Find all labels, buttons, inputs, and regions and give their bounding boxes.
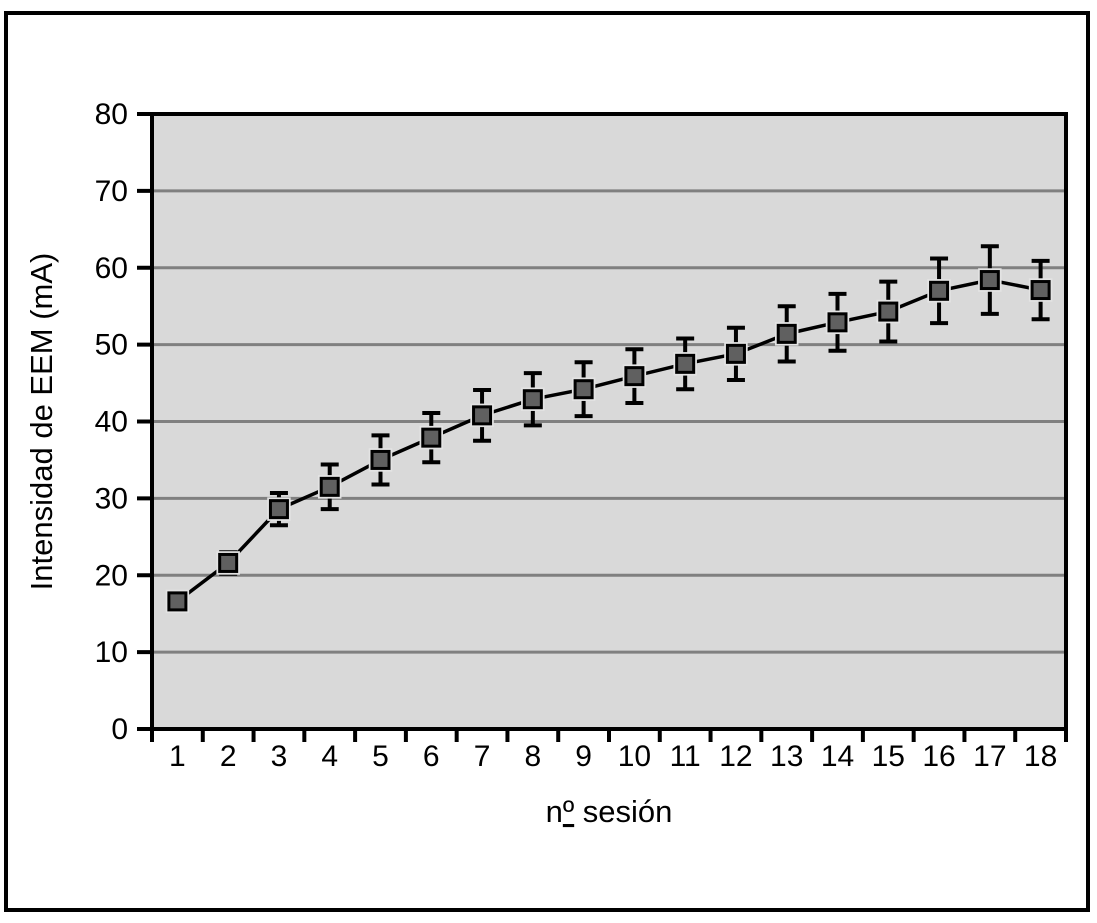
data-point-marker	[421, 427, 442, 448]
x-tick-label: 18	[1024, 740, 1057, 773]
data-point-marker	[979, 270, 1000, 291]
data-point-marker	[522, 389, 543, 410]
x-tick-label: 5	[372, 740, 389, 773]
data-point-marker	[725, 343, 746, 364]
data-point-marker	[675, 353, 696, 374]
y-tick-label: 40	[95, 406, 128, 439]
marker-halo	[267, 497, 291, 521]
x-tick-label: 11	[670, 740, 701, 773]
marker-halo	[774, 322, 799, 346]
x-tick-label: 8	[524, 740, 541, 773]
data-markers	[165, 268, 1053, 614]
y-tick-label: 70	[95, 175, 128, 208]
x-tick-label: 9	[575, 740, 592, 773]
y-tick-label: 10	[95, 636, 128, 669]
y-axis-tick-labels: 0 10 20 30 40 50 60 70 80	[95, 98, 128, 746]
marker-halo	[521, 387, 545, 411]
marker-halo	[927, 279, 951, 303]
y-axis-ticks	[137, 112, 153, 731]
marker-halo	[622, 364, 647, 388]
x-tick-label: 7	[474, 740, 491, 773]
marker-halo	[724, 342, 748, 366]
data-point-marker	[776, 323, 797, 344]
y-tick-label: 60	[95, 252, 128, 285]
x-tick-label: 3	[271, 740, 288, 773]
x-axis-tick-labels: 1 2 3 4 5 6 7 8 9 10 11 12 13 14 15 16 17 18	[169, 740, 1057, 773]
y-tick-label: 50	[95, 329, 128, 362]
figure-frame-border	[4, 11, 1090, 912]
marker-halo	[470, 403, 494, 428]
x-tick-label: 13	[770, 740, 803, 773]
x-tick-label: 12	[719, 740, 752, 773]
y-tick-label: 30	[95, 482, 128, 515]
gridlines	[154, 189, 1064, 654]
data-point-marker	[319, 476, 340, 497]
marker-halo	[876, 299, 901, 324]
y-tick-label: 20	[95, 559, 128, 592]
marker-halo	[571, 377, 596, 401]
marker-halo	[978, 268, 1002, 292]
data-point-marker	[218, 552, 239, 573]
marker-halo	[419, 425, 444, 450]
x-tick-label: 17	[973, 740, 1006, 773]
marker-halo	[165, 589, 190, 614]
data-point-marker	[624, 366, 645, 387]
x-tick-label: 1	[169, 740, 186, 773]
marker-halo	[368, 448, 393, 472]
y-tick-label: 80	[95, 98, 128, 131]
data-point-marker	[268, 499, 289, 520]
data-point-marker	[878, 301, 899, 322]
data-point-marker	[929, 280, 950, 301]
marker-halo	[673, 352, 697, 376]
y-axis-title: Intensidad de EEM (mA)	[24, 253, 59, 591]
data-point-marker	[573, 379, 594, 400]
data-point-marker	[370, 449, 391, 470]
axis-titles: Intensidad de EEM (mA) nº sesión	[24, 253, 672, 829]
data-point-marker	[827, 312, 848, 333]
data-point-marker	[472, 405, 493, 426]
x-tick-label: 4	[321, 740, 338, 773]
marker-halo	[1028, 278, 1053, 302]
x-tick-label: 2	[220, 740, 237, 773]
x-axis-ticks	[150, 729, 1068, 742]
marker-halo	[825, 310, 850, 335]
x-tick-label: 15	[872, 740, 905, 773]
x-tick-label: 6	[423, 740, 440, 773]
marker-halo	[317, 475, 342, 499]
y-tick-label: 0	[111, 713, 128, 746]
x-axis-title: nº sesión	[546, 794, 673, 829]
data-point-marker	[1030, 280, 1051, 301]
marker-halo	[216, 551, 240, 575]
data-point-marker	[167, 591, 188, 612]
x-tick-label: 14	[821, 740, 854, 773]
x-tick-label: 10	[618, 740, 651, 773]
x-tick-label: 16	[922, 740, 955, 773]
